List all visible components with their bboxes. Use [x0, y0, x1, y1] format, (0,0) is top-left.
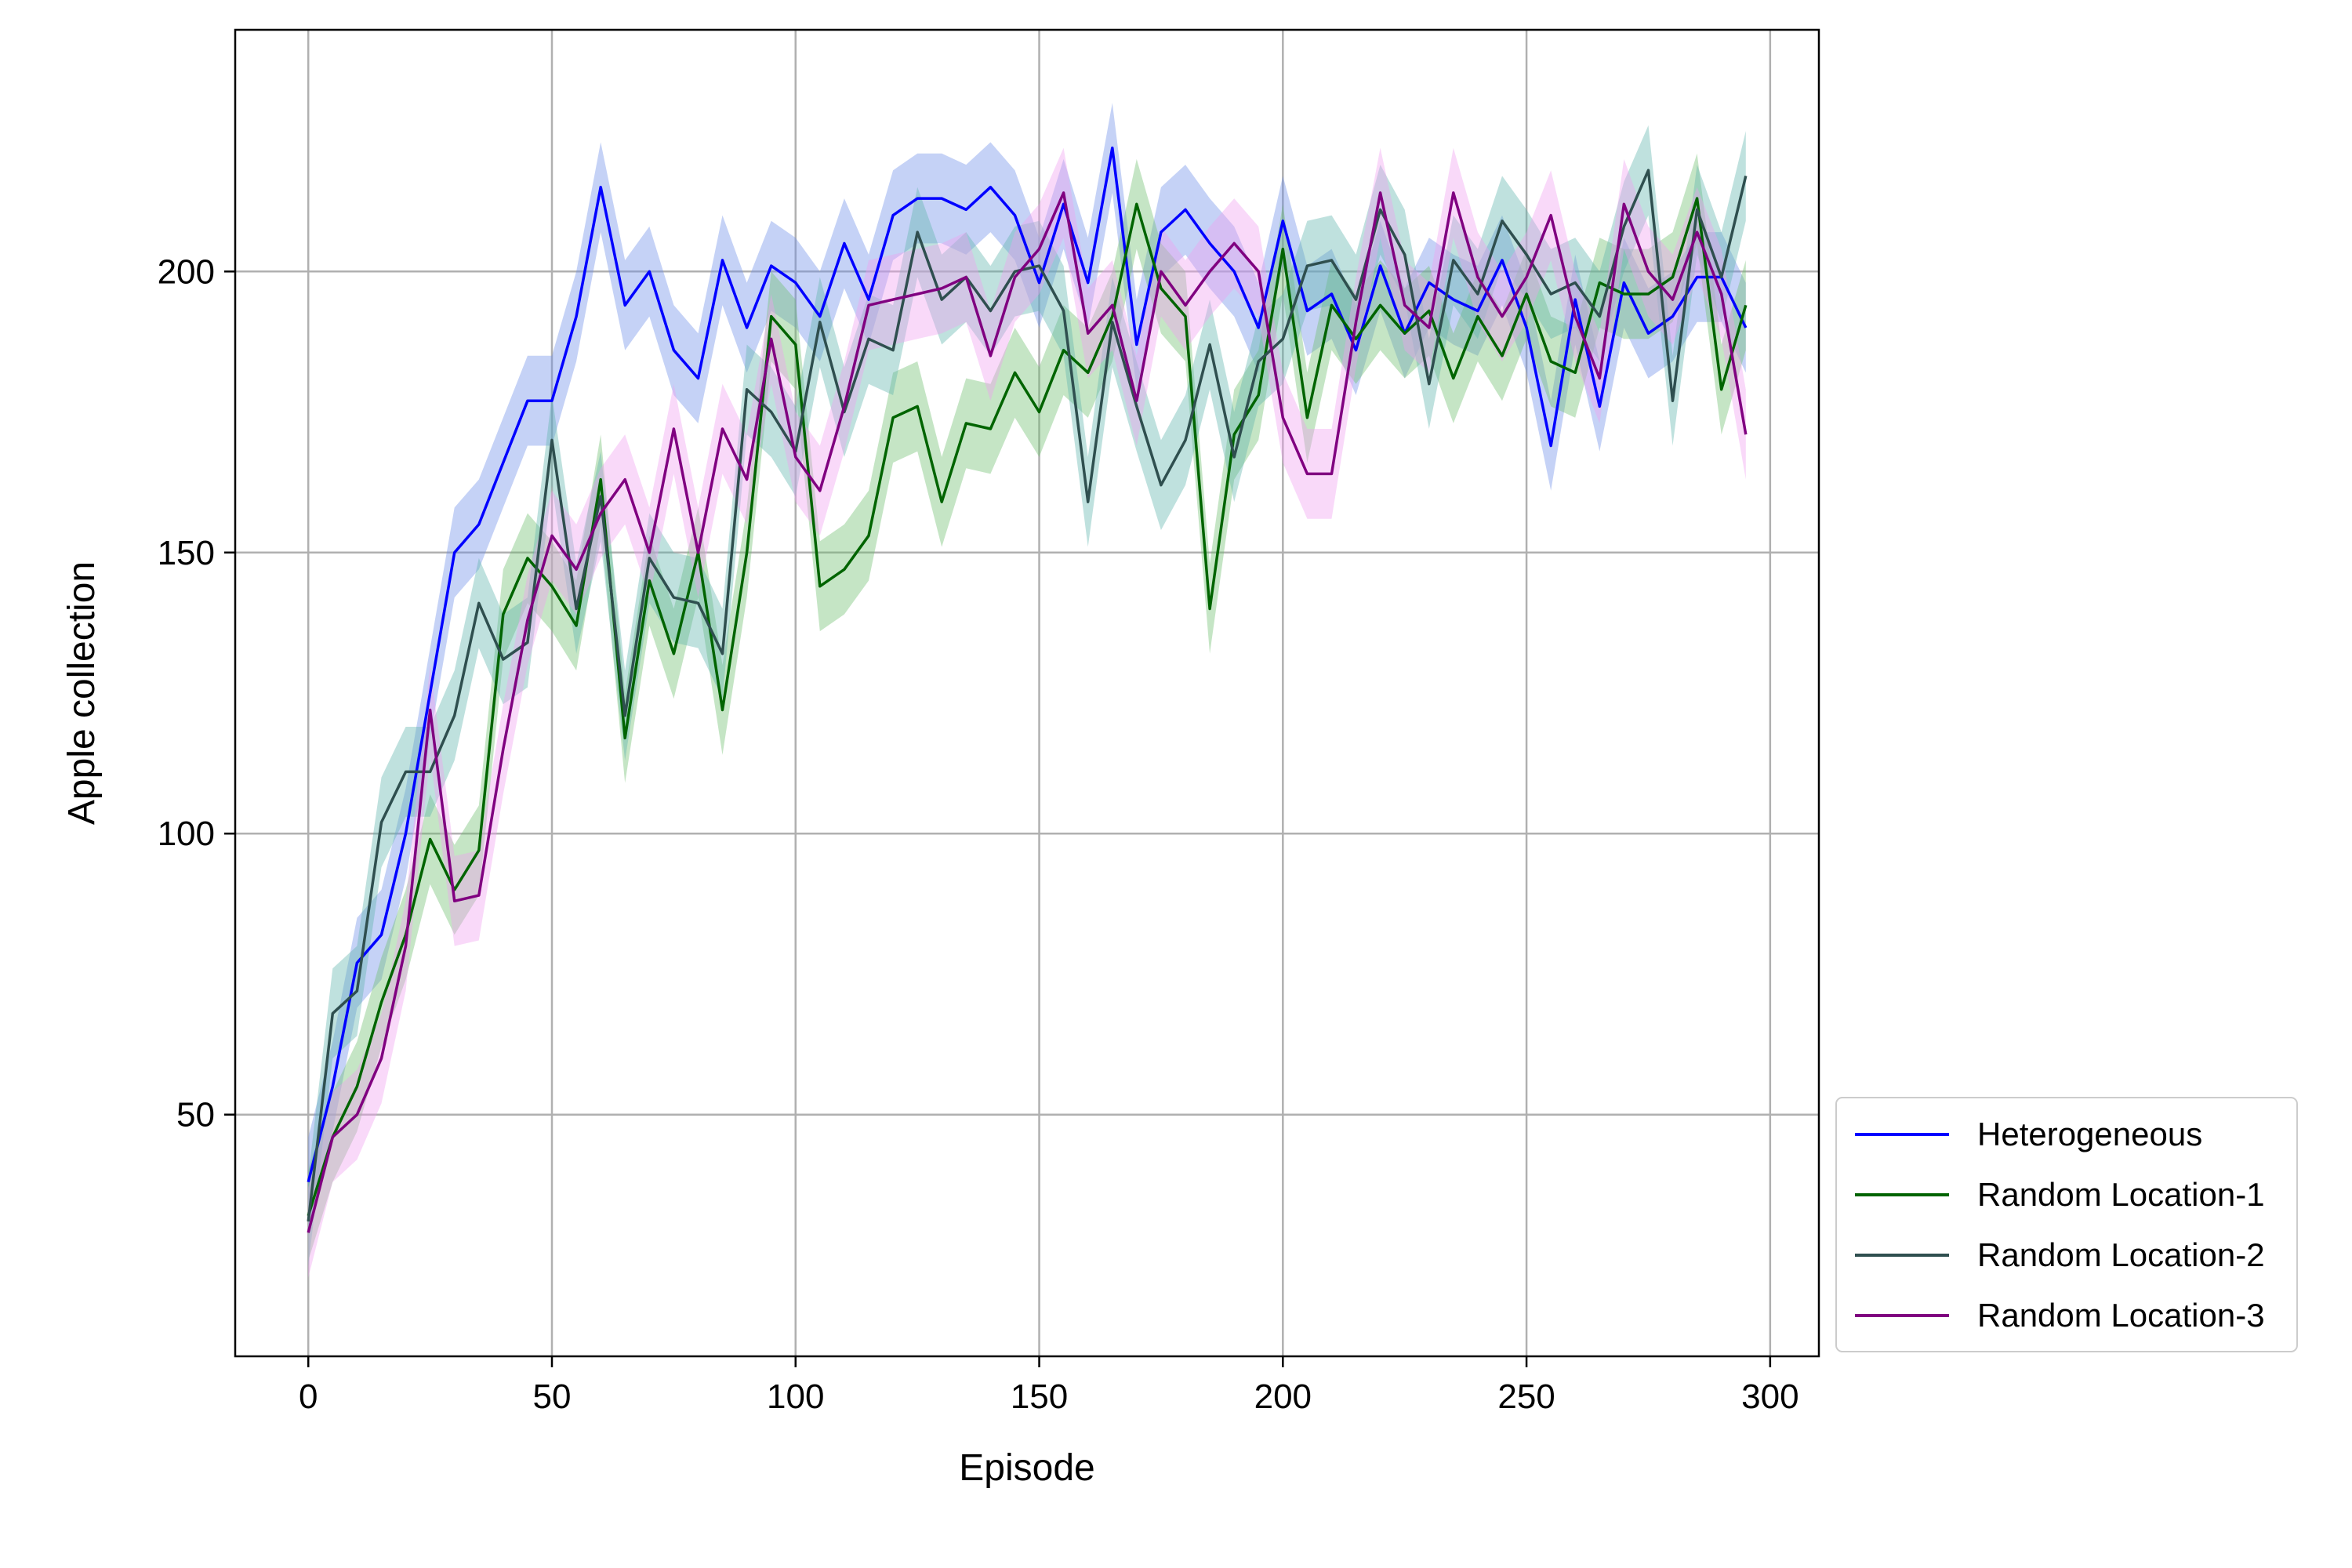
y-tick-label: 100: [158, 815, 215, 853]
legend-label-heterogeneous: Heterogeneous: [1977, 1116, 2202, 1152]
x-tick-label: 200: [1254, 1377, 1312, 1416]
y-tick-label: 150: [158, 534, 215, 572]
series-lines: [307, 146, 1748, 1233]
confidence-bands: [308, 103, 1746, 1278]
x-axis-title: Episode: [959, 1447, 1094, 1489]
line-random-location-1: [307, 197, 1748, 1217]
x-tick-label: 50: [533, 1377, 572, 1416]
y-axis-title: Apple collection: [61, 561, 103, 825]
legend-label-random-location-1: Random Location-1: [1977, 1176, 2265, 1213]
x-tick-label: 300: [1741, 1377, 1798, 1416]
line-heterogeneous: [307, 146, 1748, 1183]
legend-items: Heterogeneous Random Location-1 Random Loc…: [1855, 1116, 2265, 1334]
x-axis-ticks: 0 50 100 150 200 250 300: [299, 1356, 1799, 1416]
y-axis-ticks: 50 100 150 200: [158, 252, 235, 1134]
x-tick-label: 100: [767, 1377, 824, 1416]
band-random-location-3: [308, 147, 1746, 1278]
legend-box: [1835, 1097, 2298, 1352]
band-random-location-1: [308, 153, 1746, 1261]
x-tick-label: 150: [1011, 1377, 1068, 1416]
plot-frame: [234, 28, 1820, 1358]
legend-label-random-location-3: Random Location-3: [1977, 1297, 2265, 1334]
grid: [235, 30, 1819, 1356]
y-tick-label: 50: [176, 1096, 215, 1134]
line-random-location-3: [307, 191, 1748, 1233]
x-tick-label: 250: [1497, 1377, 1555, 1416]
y-tick-label: 200: [158, 252, 215, 291]
line-random-location-2: [307, 169, 1748, 1222]
x-tick-label: 0: [299, 1377, 318, 1416]
legend: Heterogeneous Random Location-1 Random Loc…: [1835, 1097, 2298, 1352]
legend-label-random-location-2: Random Location-2: [1977, 1236, 2265, 1273]
